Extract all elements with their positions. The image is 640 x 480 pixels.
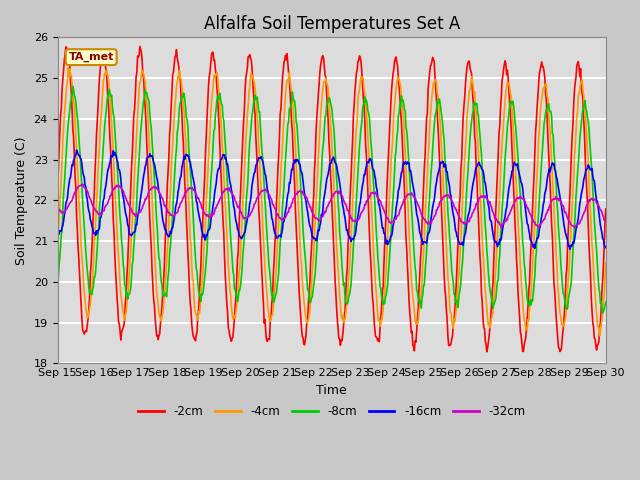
X-axis label: Time: Time — [316, 384, 347, 397]
Y-axis label: Soil Temperature (C): Soil Temperature (C) — [15, 136, 28, 264]
Text: TA_met: TA_met — [68, 52, 114, 62]
Title: Alfalfa Soil Temperatures Set A: Alfalfa Soil Temperatures Set A — [204, 15, 460, 33]
Legend: -2cm, -4cm, -8cm, -16cm, -32cm: -2cm, -4cm, -8cm, -16cm, -32cm — [133, 400, 531, 423]
